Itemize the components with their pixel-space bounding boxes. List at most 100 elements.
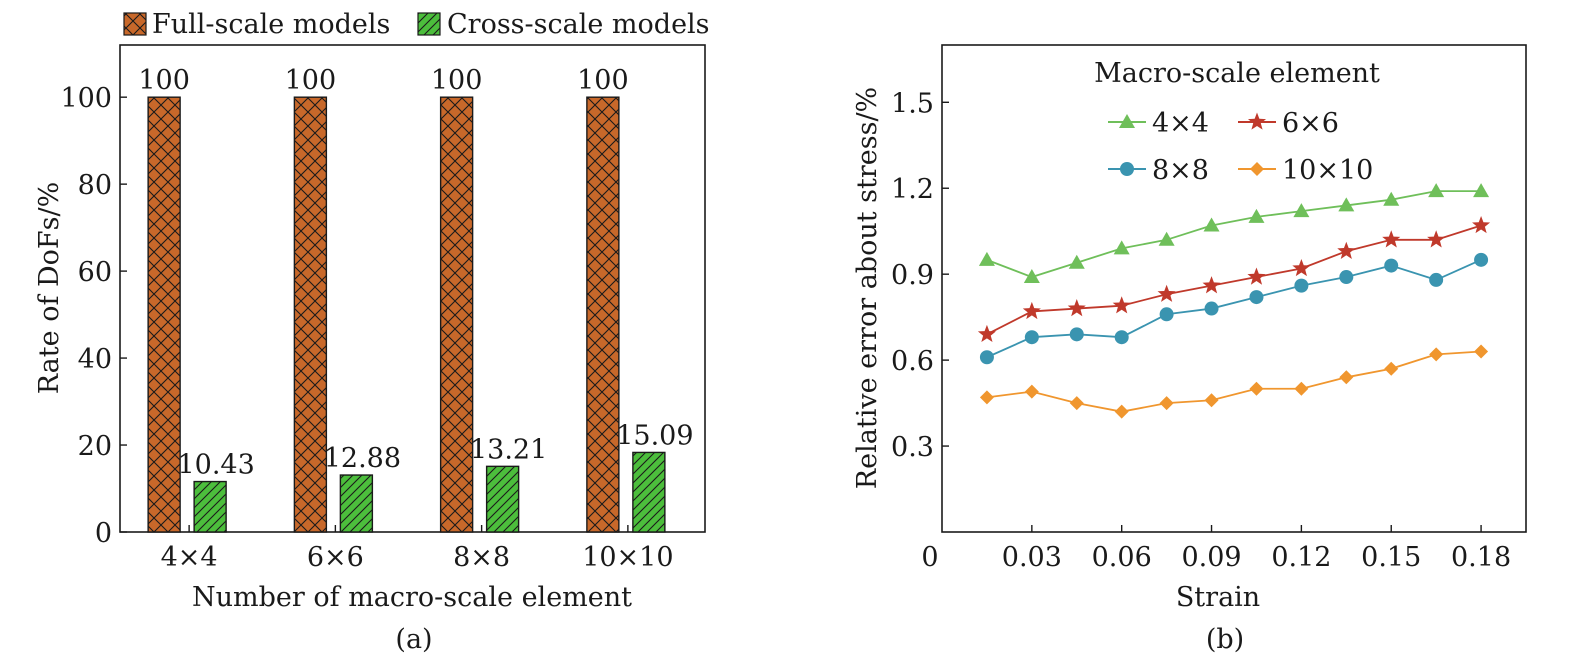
legend-marker (1250, 162, 1264, 176)
data-label-cross-scale: 12.88 (324, 443, 401, 474)
data-point (977, 324, 996, 343)
bar-cross-scale (632, 451, 666, 533)
data-point (1338, 197, 1355, 212)
legend-label-cross-scale: Cross-scale models (447, 9, 710, 40)
legend-swatch-full-scale (123, 12, 147, 36)
bar-x-tick-label: 4×4 (161, 542, 218, 573)
series-line (986, 190, 1482, 278)
series-8x8 (979, 252, 1489, 365)
data-point (1339, 370, 1354, 385)
legend-label: 6×6 (1282, 108, 1339, 139)
line-x-tick-label: 0.12 (1271, 542, 1331, 573)
data-point (1382, 230, 1401, 248)
bar-cross-scale (485, 465, 520, 533)
line-y-tick-label: 1.5 (891, 88, 934, 119)
data-point (1383, 191, 1400, 206)
data-label-cross-scale: 10.43 (177, 450, 254, 481)
data-label-full-scale: 100 (577, 65, 629, 96)
data-point (1248, 208, 1265, 223)
bar-cross-scale (193, 480, 227, 533)
legend-marker (1119, 114, 1135, 128)
data-point (1112, 296, 1131, 314)
bar-y-tick-label: 80 (78, 170, 112, 201)
legend-label-full-scale: Full-scale models (152, 9, 390, 40)
bar-y-tick-label: 20 (78, 431, 112, 462)
bar-x-ticks: 4×4 6×6 8×8 10×10 (161, 525, 674, 573)
bar-plot-frame (119, 44, 706, 533)
data-point (1204, 393, 1219, 408)
line-y-tick-label: 0.6 (891, 346, 934, 377)
data-point (1023, 269, 1040, 284)
legend-label: 8×8 (1152, 155, 1209, 186)
bar-y-tick-label: 100 (60, 83, 112, 114)
bar-y-ticks: 0 20 40 60 80 100 (60, 83, 127, 549)
data-point (1427, 230, 1446, 248)
bar-x-tick-label: 8×8 (453, 542, 510, 573)
data-point (1384, 258, 1399, 273)
data-point (1067, 299, 1086, 317)
bar-legend: Full-scale models Cross-scale models (123, 9, 710, 40)
bar-x-tick-label: 6×6 (307, 542, 364, 573)
data-point (1158, 231, 1175, 246)
data-point (1247, 267, 1266, 285)
line-x-tick-label: 0.09 (1181, 542, 1241, 573)
line-y-ticks: 0.3 0.6 0.9 1.2 1.5 (891, 88, 949, 463)
bar-x-tick-label: 10×10 (582, 542, 673, 573)
panel-a-caption: (a) (395, 624, 432, 655)
legend-label: 4×4 (1152, 108, 1209, 139)
data-point (1472, 215, 1491, 234)
data-point (1114, 330, 1129, 345)
line-x-tick-label: 0.18 (1451, 542, 1511, 573)
data-point (1249, 381, 1264, 396)
bar-y-axis-label: Rate of DoFs/% (34, 182, 65, 395)
data-point (1293, 203, 1310, 218)
data-point (1294, 278, 1309, 293)
line-plot-frame (941, 44, 1527, 533)
line-legend: Macro-scale element 4×4 6×6 8×8 10×10 (1094, 58, 1380, 186)
bar-full-scale (147, 96, 181, 533)
data-point (1474, 252, 1489, 267)
data-point (979, 390, 994, 405)
line-x-tick-label: 0.06 (1092, 542, 1152, 573)
bar-marks: 100 10.43 100 12.88 100 13.21 100 15.09 (138, 65, 694, 533)
line-x-ticks: 0 0.03 0.06 0.09 0.12 0.15 0.18 (921, 525, 1511, 573)
line-y-axis-label: Relative error about stress/% (852, 87, 883, 489)
data-point (1113, 240, 1130, 255)
line-series (977, 183, 1491, 419)
data-point (1024, 384, 1039, 399)
data-point (1024, 330, 1039, 345)
series-6x6 (977, 215, 1491, 343)
data-point (1384, 361, 1399, 376)
bar-full-scale (293, 96, 328, 533)
legend-title: Macro-scale element (1094, 58, 1380, 89)
series-line (986, 350, 1482, 413)
data-point (1114, 404, 1129, 419)
data-label-cross-scale: 15.09 (616, 420, 693, 451)
bar-full-scale (439, 96, 474, 533)
data-point (1339, 270, 1354, 285)
legend-swatch-cross-scale (417, 12, 441, 36)
data-point (1159, 396, 1174, 411)
data-point (1068, 254, 1085, 269)
data-label-cross-scale: 13.21 (470, 434, 547, 465)
data-point (1473, 183, 1490, 198)
series-10x10 (979, 344, 1489, 419)
legend-marker (1247, 112, 1267, 130)
data-point (1202, 276, 1221, 294)
line-y-tick-label: 0.9 (891, 260, 934, 291)
line-y-tick-label: 0.3 (891, 432, 934, 463)
panel-b-caption: (b) (1206, 624, 1244, 655)
data-point (1428, 183, 1445, 198)
data-label-full-scale: 100 (285, 65, 337, 96)
bar-x-axis-label: Number of macro-scale element (192, 582, 632, 613)
line-x-tick-label: 0.03 (1002, 542, 1062, 573)
series-line (986, 224, 1482, 336)
series-4x4 (978, 183, 1490, 284)
data-point (1157, 284, 1176, 302)
line-x-tick-label: 0.15 (1361, 542, 1421, 573)
data-point (1429, 272, 1444, 287)
series-line (986, 259, 1482, 359)
bar-chart-panel: Full-scale models Cross-scale models 0 20… (34, 9, 710, 655)
legend-label: 10×10 (1282, 155, 1373, 186)
